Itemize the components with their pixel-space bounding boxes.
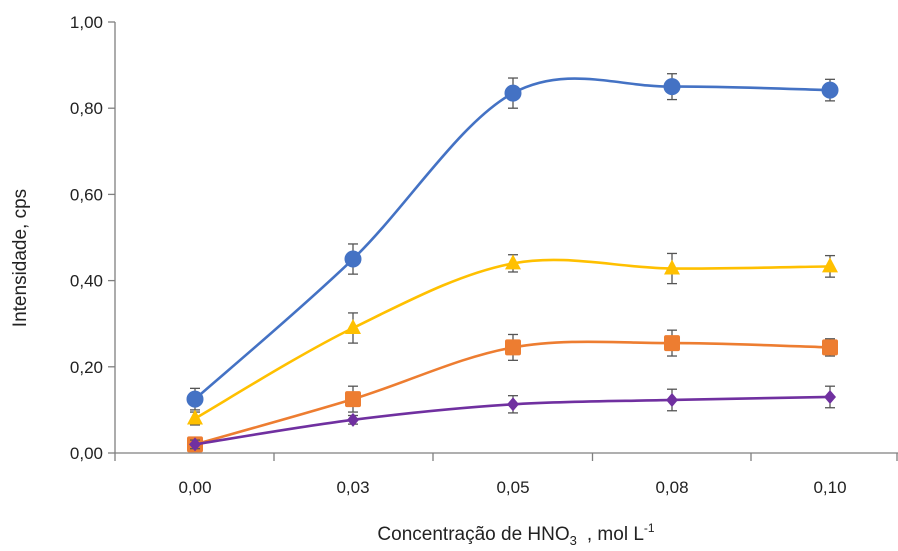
data-point-circle [344, 250, 362, 268]
data-point-diamond [507, 397, 519, 412]
data-point-diamond [824, 389, 836, 404]
y-tick-label: 1,00 [70, 13, 103, 32]
data-point-triangle [345, 319, 361, 335]
data-point-square [345, 391, 361, 408]
data-point-triangle [822, 257, 838, 273]
x-axis-title-main: Concentração de HNO [377, 524, 569, 545]
x-axis-title-superscript: -1 [644, 521, 655, 535]
x-tick-label: 0,00 [178, 478, 211, 497]
y-tick-label: 0,00 [70, 444, 103, 463]
data-point-triangle [664, 259, 680, 275]
y-axis-title: Intensidade, cps [10, 189, 31, 327]
data-point-diamond [189, 437, 201, 452]
series-triangle [187, 252, 838, 426]
x-axis-title-subscript: 3 [570, 533, 577, 548]
series-circle [186, 73, 839, 411]
x-tick-label: 0,05 [496, 478, 529, 497]
data-point-triangle [187, 409, 203, 425]
data-point-diamond [666, 392, 678, 407]
y-tick-label: 0,80 [70, 99, 103, 118]
series-diamond [189, 385, 836, 452]
data-point-circle [504, 84, 522, 102]
x-tick-label: 0,08 [655, 478, 688, 497]
data-point-circle [821, 81, 839, 99]
y-axis: 0,00 0,20 0,40 0,60 0,80 1,00 [70, 13, 116, 463]
data-point-square [664, 335, 680, 352]
data-point-triangle [505, 254, 521, 270]
x-axis: 0,00 0,03 0,05 0,08 0,10 [114, 452, 898, 497]
x-tick-label: 0,10 [813, 478, 846, 497]
x-axis-title-units: , mol L [587, 524, 644, 545]
data-point-diamond [347, 412, 359, 427]
y-tick-label: 0,40 [70, 272, 103, 291]
y-tick-label: 0,20 [70, 358, 103, 377]
x-axis-title: Concentração de HNO3 , mol L-1 [377, 521, 654, 548]
data-point-circle [663, 78, 681, 96]
series-line-circle [194, 77, 831, 401]
series-layer [186, 73, 839, 453]
y-tick-label: 0,60 [70, 185, 103, 204]
x-tick-label: 0,03 [336, 478, 369, 497]
data-point-square [505, 339, 521, 356]
data-point-square [822, 339, 838, 356]
series-square [187, 329, 838, 453]
data-point-circle [186, 390, 204, 408]
